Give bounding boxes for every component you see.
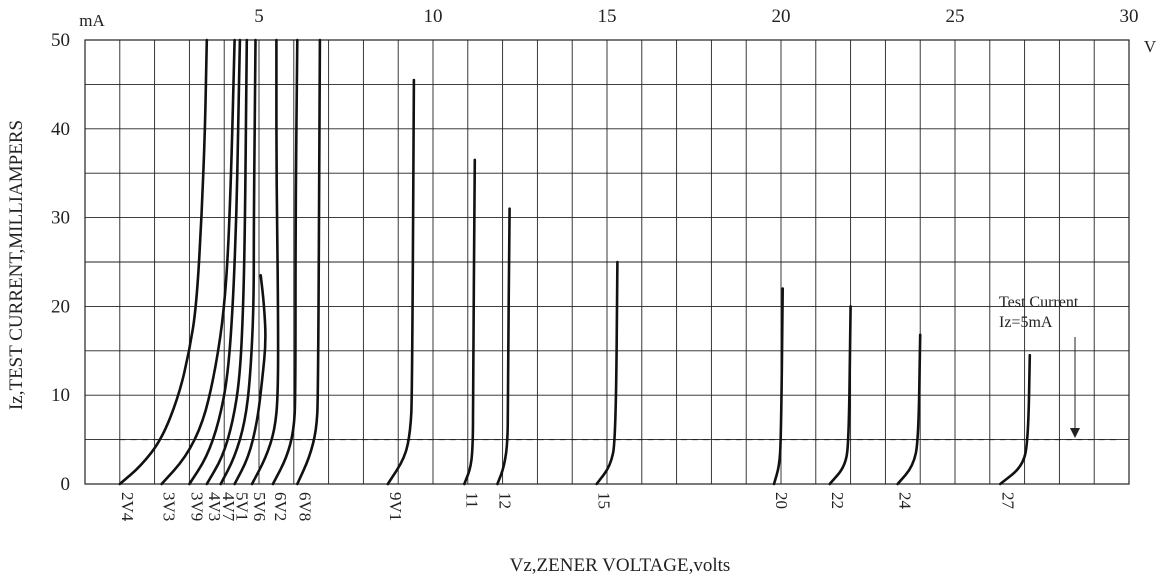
- zener-curve-2v4: [118, 38, 209, 486]
- x-tick-label: 20: [772, 6, 791, 27]
- x-tick-label: 15: [598, 6, 617, 27]
- curve-label-2v4: 2V4: [118, 492, 137, 522]
- zener-curve-5v1: [233, 274, 267, 486]
- zener-curve-12: [496, 207, 511, 486]
- curve-label-12: 12: [495, 492, 514, 509]
- y-axis-title: Iz,TEST CURRENT,MILLIAMPERS: [6, 120, 27, 410]
- zener-curve-5v6: [250, 38, 280, 486]
- y-tick-label: 20: [51, 296, 70, 317]
- curve-label-27: 27: [998, 492, 1017, 510]
- y-tick-label: 50: [51, 30, 70, 51]
- curve-label-6v2: 6V2: [271, 492, 290, 521]
- curve-label-5v6: 5V6: [250, 492, 269, 521]
- curve-label-22: 22: [828, 492, 847, 509]
- zener-curve-6v2: [271, 38, 299, 486]
- zener-curve-11: [463, 158, 477, 486]
- x-tick-label: 10: [424, 6, 443, 27]
- curve-label-9v1: 9V1: [386, 492, 405, 521]
- y-tick-label: 0: [61, 474, 71, 495]
- zener-curve-3v3: [160, 38, 236, 486]
- y-tick-label: 40: [51, 119, 70, 140]
- axis-ticks: 5 10 15 20 25 30 0 10 20 30 40 50: [51, 6, 1139, 495]
- x-axis-title: Vz,ZENER VOLTAGE,volts: [510, 555, 731, 576]
- zener-curve-9v1: [386, 78, 416, 486]
- curve-label-5v1: 5V1: [233, 492, 252, 521]
- x-tick-label: 25: [946, 6, 965, 27]
- curve-label-3v9: 3V9: [187, 492, 206, 521]
- curve-label-4v7: 4V7: [219, 492, 238, 522]
- curve-label-6v8: 6V8: [295, 492, 314, 521]
- x-tick-label: 30: [1120, 6, 1139, 27]
- annotation-test-current: Test Current: [999, 294, 1079, 311]
- y-tick-label: 30: [51, 208, 70, 229]
- curve-label-24: 24: [896, 492, 915, 510]
- zener-curve-24: [896, 333, 922, 486]
- zener-curve-15: [595, 260, 619, 486]
- annotation-iz: Iz=5mA: [999, 314, 1053, 331]
- annotation-arrowhead: [1070, 428, 1080, 438]
- zener-curves: [118, 38, 1032, 486]
- zener-curve-3v9: [188, 38, 242, 486]
- y-unit-label: mA: [79, 11, 105, 30]
- zener-curve-4v3: [205, 38, 249, 486]
- curve-label-4v3: 4V3: [205, 492, 224, 521]
- curve-label-11: 11: [462, 492, 481, 508]
- zener-curve-22: [828, 305, 852, 486]
- x-tick-label: 5: [254, 6, 264, 27]
- y-tick-label: 10: [51, 385, 70, 406]
- zener-curve-6v8: [296, 38, 322, 486]
- grid: [84, 39, 1130, 485]
- x-unit-label: V: [1144, 37, 1157, 56]
- curve-label-3v3: 3V3: [160, 492, 179, 521]
- zener-curve-4v7: [219, 38, 257, 486]
- zener-curve-20: [772, 287, 784, 486]
- curve-label-20: 20: [772, 492, 791, 509]
- curve-label-15: 15: [595, 492, 614, 509]
- zener-curve-27: [998, 353, 1032, 486]
